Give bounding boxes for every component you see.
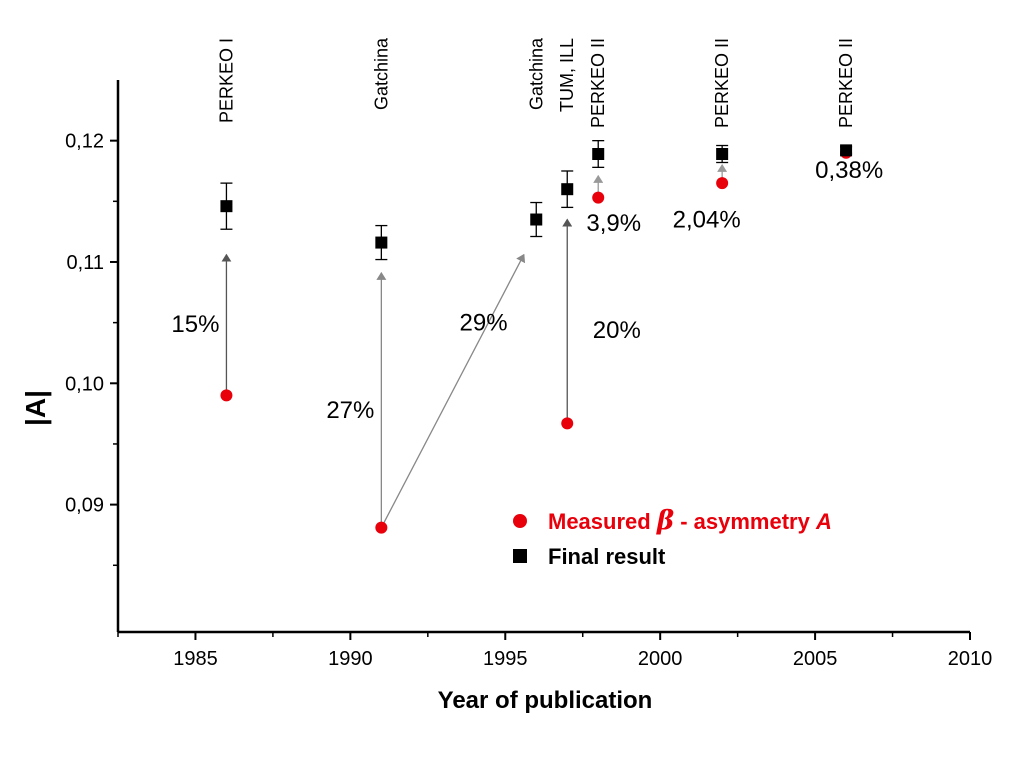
experiment-label: Gatchina: [371, 37, 391, 110]
legend-label-part: β: [656, 506, 674, 536]
final-result-point: [530, 213, 543, 226]
y-tick-label: 0,12: [65, 131, 104, 153]
final-result-point: [716, 148, 729, 161]
y-tick-label: 0,09: [65, 495, 104, 517]
experiment-label: PERKEO II: [836, 38, 856, 128]
legend-label-part: Measured: [548, 509, 657, 534]
x-axis-title: Year of publication: [438, 687, 653, 714]
percentage-annotation: 0,38%: [815, 157, 883, 184]
data-marks: [220, 140, 853, 534]
experiment-label: TUM, ILL: [557, 38, 577, 112]
percentage-annotation: 20%: [593, 317, 641, 344]
percentage-annotation: 2,04%: [673, 207, 741, 234]
experiment-label: PERKEO I: [216, 38, 236, 123]
measured-point: [716, 177, 729, 190]
legend-label-part: - asymmetry: [674, 509, 816, 534]
final-result-point: [561, 183, 574, 196]
x-tick-label: 1995: [483, 648, 528, 670]
chart-labels: PERKEO I Gatchina Gatchina TUM, ILL PERKEO I…: [171, 37, 883, 424]
legend: Measured β - asymmetry A Final result: [513, 506, 832, 569]
experiment-label: PERKEO II: [588, 38, 608, 128]
legend-marker-measured: [513, 514, 527, 528]
y-tick-label: 0,11: [67, 252, 104, 274]
x-tick-label: 2010: [948, 648, 993, 670]
percentage-annotation: 15%: [171, 311, 219, 338]
x-tick-label: 1990: [328, 648, 373, 670]
final-result-point: [592, 148, 605, 161]
x-tick-label: 2000: [638, 648, 683, 670]
axes: 1985 1990 1995 2000 2005 2010 0,09 0,10 0,11 0,12: [65, 80, 992, 670]
correction-arrow: [380, 253, 526, 528]
measured-point: [592, 191, 605, 204]
measured-point: [220, 389, 233, 402]
experiment-label: PERKEO II: [712, 38, 732, 128]
final-result-point: [840, 144, 853, 157]
x-tick-label: 2005: [793, 648, 838, 670]
y-axis-title: |A|: [20, 390, 51, 426]
percentage-annotation: 3,9%: [586, 210, 641, 237]
x-tick-label: 1985: [173, 648, 218, 670]
measured-point: [561, 417, 574, 430]
experiment-label: Gatchina: [526, 37, 546, 110]
measured-point: [375, 521, 388, 534]
legend-marker-final: [513, 549, 527, 563]
legend-label-measured: Measured β - asymmetry A: [548, 506, 832, 536]
final-result-point: [375, 236, 388, 249]
legend-label-final: Final result: [548, 544, 666, 569]
final-result-point: [220, 200, 233, 213]
legend-label-part: A: [815, 509, 832, 534]
y-tick-label: 0,10: [65, 373, 104, 395]
percentage-annotation: 27%: [326, 397, 374, 424]
percentage-annotation: 29%: [460, 310, 508, 337]
